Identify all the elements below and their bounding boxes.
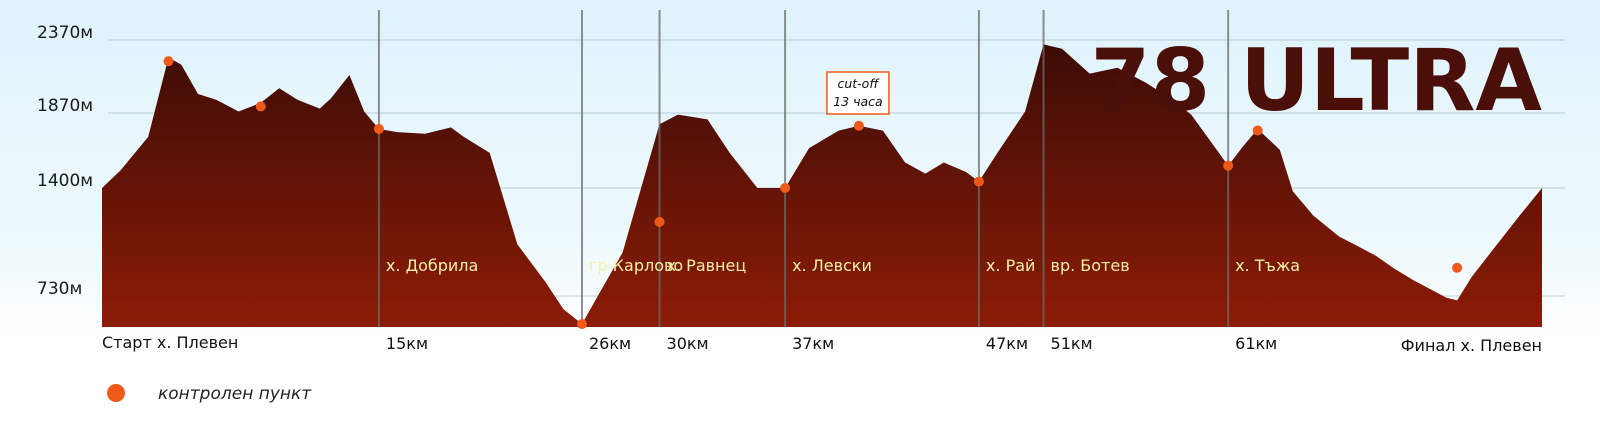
checkpoints (163, 56, 1463, 330)
finish-label: Финал х. Плевен (1401, 336, 1542, 355)
location-label: х. Добрила (386, 256, 478, 275)
checkpoint-dot (1452, 262, 1463, 273)
x-tick-label: 30км (667, 334, 709, 353)
y-tick-label: 1400м (37, 171, 93, 191)
checkpoint-dot (163, 56, 174, 67)
checkpoint-dot (1252, 125, 1263, 136)
cutoff-time: 13 часа (833, 94, 882, 109)
x-tick-label: 37км (792, 334, 834, 353)
x-axis-ticks: 15км 26км 30км 37км 47км 51км 61км Старт х. Пле… (102, 333, 1542, 355)
x-tick-label: 51км (1051, 334, 1093, 353)
y-tick-label: 730м (37, 279, 82, 299)
x-tick-label: 26км (589, 334, 631, 353)
location-label: х. Рай (986, 256, 1036, 275)
x-tick-label: 15км (386, 334, 428, 353)
y-axis-ticks: 2370м 1870м 1400м 730м (37, 23, 93, 299)
cutoff-label: cut-off (837, 76, 880, 91)
checkpoint-dot (255, 101, 266, 112)
legend-checkpoint-icon (107, 384, 125, 402)
checkpoint-dot (373, 123, 384, 134)
checkpoint-dot (973, 176, 984, 187)
checkpoint-dot (1223, 160, 1234, 171)
checkpoint-dot (577, 319, 587, 330)
checkpoint-dot (853, 120, 864, 131)
y-tick-label: 1870м (37, 96, 93, 116)
location-label: х. Равнец (667, 256, 747, 275)
location-label: х. Левски (792, 256, 872, 275)
y-tick-label: 2370м (37, 23, 93, 43)
start-label: Старт х. Плевен (102, 333, 238, 352)
location-label: вр. Ботев (1051, 256, 1130, 275)
location-label: гр Карлово (589, 256, 683, 275)
cutoff-box (826, 71, 890, 115)
checkpoint-dot (780, 183, 791, 193)
legend-label: контролен пункт (158, 384, 312, 404)
checkpoint-dot (654, 216, 665, 227)
cutoff-note: cut-off 13 часа (826, 71, 890, 115)
elevation-area (102, 44, 1542, 328)
legend: контролен пункт (107, 384, 312, 404)
x-tick-label: 47км (986, 334, 1028, 353)
location-label: х. Тъжа (1235, 256, 1300, 275)
chart-title: 78 ULTRA (1091, 31, 1543, 131)
x-tick-label: 61км (1235, 334, 1277, 353)
